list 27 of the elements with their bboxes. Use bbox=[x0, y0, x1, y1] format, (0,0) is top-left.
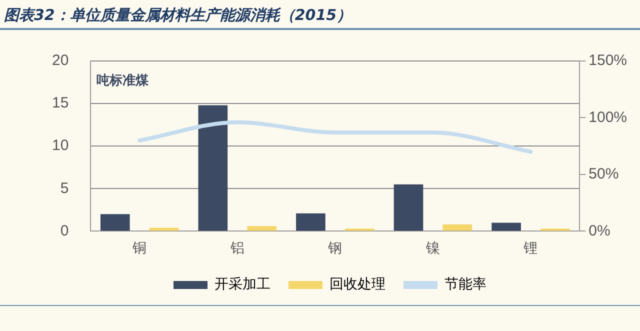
bar bbox=[247, 226, 276, 231]
y-tick-label: 15 bbox=[52, 94, 69, 112]
y2-tick-label: 100% bbox=[588, 108, 628, 126]
legend-label: 开采加工 bbox=[214, 276, 270, 293]
x-tick-label: 铜 bbox=[132, 239, 147, 256]
y2-tick-label: 150% bbox=[588, 52, 628, 70]
legend-label: 回收处理 bbox=[330, 276, 386, 293]
bar bbox=[492, 222, 521, 231]
x-tick-label: 锂 bbox=[522, 239, 538, 256]
line-series bbox=[138, 120, 533, 154]
x-tick-label: 铝 bbox=[229, 239, 244, 256]
x-tick-label: 钢 bbox=[327, 239, 342, 256]
y-tick-label: 5 bbox=[60, 180, 69, 197]
legend-label: 节能率 bbox=[444, 276, 486, 293]
bar bbox=[394, 184, 424, 231]
bar bbox=[198, 105, 228, 231]
x-tick-label: 镍 bbox=[424, 239, 440, 256]
y-axis-title: 吨标准煤 bbox=[96, 72, 150, 88]
y-tick-label: 10 bbox=[52, 137, 69, 154]
y-tick-label: 20 bbox=[52, 52, 69, 70]
y2-tick-label: 0% bbox=[588, 222, 610, 240]
bar bbox=[296, 213, 326, 231]
y-tick-label: 0 bbox=[60, 222, 69, 240]
bar bbox=[442, 224, 472, 231]
bar bbox=[100, 214, 130, 231]
chart-title: 图表32：单位质量金属材料生产能源消耗（2015） bbox=[0, 0, 640, 30]
y2-tick-label: 50% bbox=[588, 166, 619, 183]
